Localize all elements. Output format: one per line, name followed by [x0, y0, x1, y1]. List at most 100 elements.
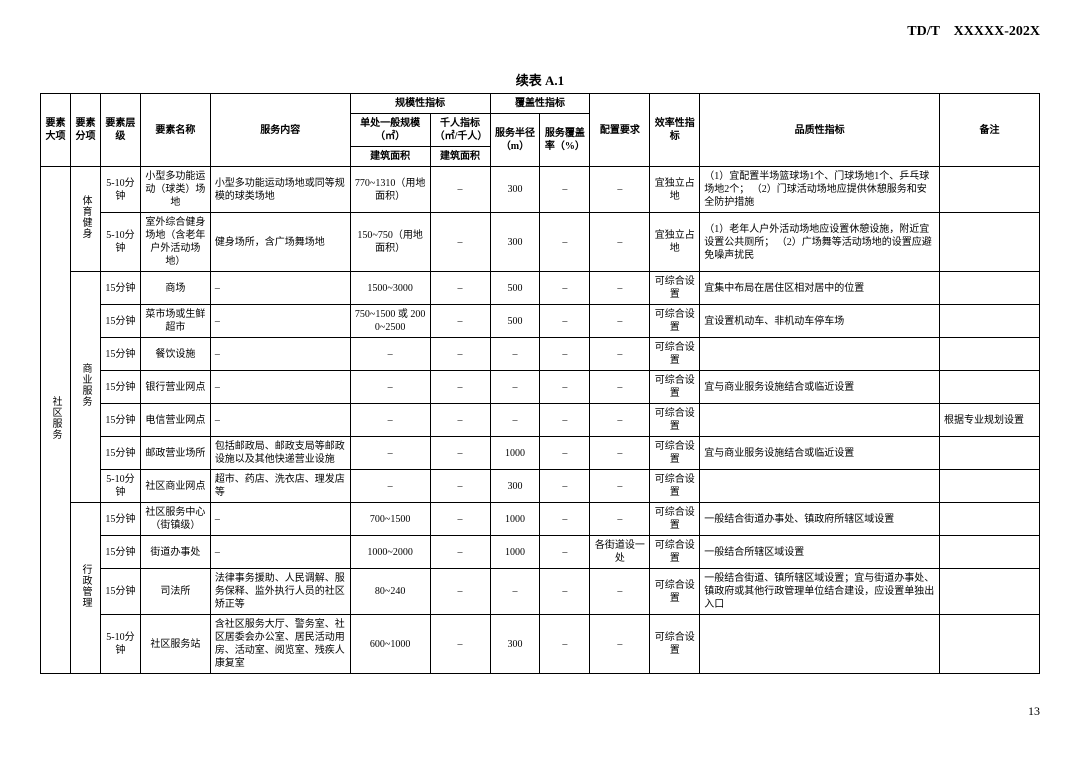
cell-svc: – [210, 404, 350, 437]
cell-cov: – [540, 536, 590, 569]
h-level: 要素层级 [100, 94, 140, 167]
cell-qual: 宜设置机动车、非机动车停车场 [700, 305, 940, 338]
h-note: 备注 [940, 94, 1040, 167]
cell-eff: 宜独立占地 [650, 167, 700, 213]
cell-qual [700, 615, 940, 674]
cell-radius: – [490, 338, 540, 371]
cell-level: 5-10分钟 [100, 213, 140, 272]
cell-kp: – [430, 404, 490, 437]
cell-level: 15分钟 [100, 272, 140, 305]
cell-sub: 行政管理 [70, 503, 100, 674]
cell-eff: 可综合设置 [650, 470, 700, 503]
cell-cfg: – [590, 470, 650, 503]
h-scale-b2: 建筑面积 [430, 147, 490, 167]
cell-radius: 1000 [490, 536, 540, 569]
cell-cfg: – [590, 615, 650, 674]
cell-cov: – [540, 503, 590, 536]
cell-note [940, 536, 1040, 569]
cell-elem: 司法所 [140, 569, 210, 615]
cell-kp: – [430, 536, 490, 569]
cell-svc: – [210, 503, 350, 536]
h-scale-group: 规模性指标 [350, 94, 490, 114]
h-elem: 要素名称 [140, 94, 210, 167]
cell-kp: – [430, 371, 490, 404]
cell-elem: 电信营业网点 [140, 404, 210, 437]
cell-kp: – [430, 503, 490, 536]
cell-radius: 300 [490, 615, 540, 674]
cell-cov: – [540, 213, 590, 272]
cell-level: 5-10分钟 [100, 615, 140, 674]
cell-eff: 可综合设置 [650, 536, 700, 569]
cell-cov: – [540, 305, 590, 338]
cell-cov: – [540, 404, 590, 437]
cell-cfg: – [590, 338, 650, 371]
cell-scale: 1000~2000 [350, 536, 430, 569]
cell-radius: 300 [490, 470, 540, 503]
cell-scale: 150~750（用地面积） [350, 213, 430, 272]
cell-kp: – [430, 569, 490, 615]
cell-elem: 小型多功能运动（球类）场地 [140, 167, 210, 213]
cell-cov: – [540, 470, 590, 503]
cell-cov: – [540, 615, 590, 674]
cell-note [940, 305, 1040, 338]
cell-qual: 宜与商业服务设施结合或临近设置 [700, 437, 940, 470]
cell-major: 社区服务 [41, 167, 71, 674]
cell-qual: 宜集中布局在居住区相对居中的位置 [700, 272, 940, 305]
cell-svc: 法律事务援助、人民调解、服务保释、监外执行人员的社区矫正等 [210, 569, 350, 615]
table-row: 15分钟餐饮设施––––––可综合设置 [41, 338, 1040, 371]
cell-elem: 室外综合健身场地（含老年户外活动场地） [140, 213, 210, 272]
cell-kp: – [430, 470, 490, 503]
table-title: 续表 A.1 [40, 70, 1040, 89]
cell-qual: 一般结合街道、镇所辖区域设置；宜与街道办事处、镇政府或其他行政管理单位结合建设，… [700, 569, 940, 615]
cell-kp: – [430, 213, 490, 272]
cell-cfg: – [590, 213, 650, 272]
cell-note [940, 470, 1040, 503]
cell-kp: – [430, 615, 490, 674]
table-row: 行政管理15分钟社区服务中心（街镇级）–700~1500–1000––可综合设置… [41, 503, 1040, 536]
table-row: 商业服务15分钟商场–1500~3000–500––可综合设置宜集中布局在居住区… [41, 272, 1040, 305]
cell-note [940, 167, 1040, 213]
cell-elem: 银行营业网点 [140, 371, 210, 404]
cell-level: 15分钟 [100, 437, 140, 470]
cell-cfg: – [590, 371, 650, 404]
h-scale-b: 千人指标（㎡/千人） [430, 114, 490, 147]
cell-cfg: – [590, 569, 650, 615]
cell-cov: – [540, 569, 590, 615]
table-row: 15分钟街道办事处–1000~2000–1000–各街道设一处可综合设置一般结合… [41, 536, 1040, 569]
cell-cfg: – [590, 437, 650, 470]
cell-eff: 可综合设置 [650, 371, 700, 404]
cell-scale: 750~1500 或 2000~2500 [350, 305, 430, 338]
cell-eff: 可综合设置 [650, 437, 700, 470]
cell-cfg: – [590, 272, 650, 305]
cell-svc: – [210, 338, 350, 371]
cell-note [940, 615, 1040, 674]
page-number: 13 [40, 704, 1040, 719]
cell-eff: 可综合设置 [650, 338, 700, 371]
h-svc: 服务内容 [210, 94, 350, 167]
cell-cov: – [540, 437, 590, 470]
cell-svc: – [210, 305, 350, 338]
cell-cov: – [540, 167, 590, 213]
h-scale-a: 单处一般规模（㎡） [350, 114, 430, 147]
table-row: 15分钟电信营业网点––––––可综合设置根据专业规划设置 [41, 404, 1040, 437]
cell-level: 15分钟 [100, 536, 140, 569]
cell-elem: 社区服务站 [140, 615, 210, 674]
cell-elem: 邮政营业场所 [140, 437, 210, 470]
cell-eff: 可综合设置 [650, 615, 700, 674]
cell-note [940, 371, 1040, 404]
cell-kp: – [430, 305, 490, 338]
cell-scale: – [350, 470, 430, 503]
cell-note [940, 338, 1040, 371]
cell-level: 5-10分钟 [100, 470, 140, 503]
cell-svc: 含社区服务大厅、警务室、社区居委会办公室、居民活动用房、活动室、阅览室、残疾人康… [210, 615, 350, 674]
table-row: 5-10分钟社区商业网点超市、药店、洗衣店、理发店等––300––可综合设置 [41, 470, 1040, 503]
cell-radius: 1000 [490, 503, 540, 536]
cell-qual: （1）宜配置半场篮球场1个、门球场地1个、乒乓球场地2个； （2）门球活动场地应… [700, 167, 940, 213]
cell-elem: 社区商业网点 [140, 470, 210, 503]
cell-elem: 社区服务中心（街镇级） [140, 503, 210, 536]
cell-sub: 商业服务 [70, 272, 100, 503]
cell-cov: – [540, 371, 590, 404]
cell-qual: （1）老年人户外活动场地应设置休憩设施，附近宜设置公共厕所； （2）广场舞等活动… [700, 213, 940, 272]
cell-note: 根据专业规划设置 [940, 404, 1040, 437]
cell-elem: 街道办事处 [140, 536, 210, 569]
